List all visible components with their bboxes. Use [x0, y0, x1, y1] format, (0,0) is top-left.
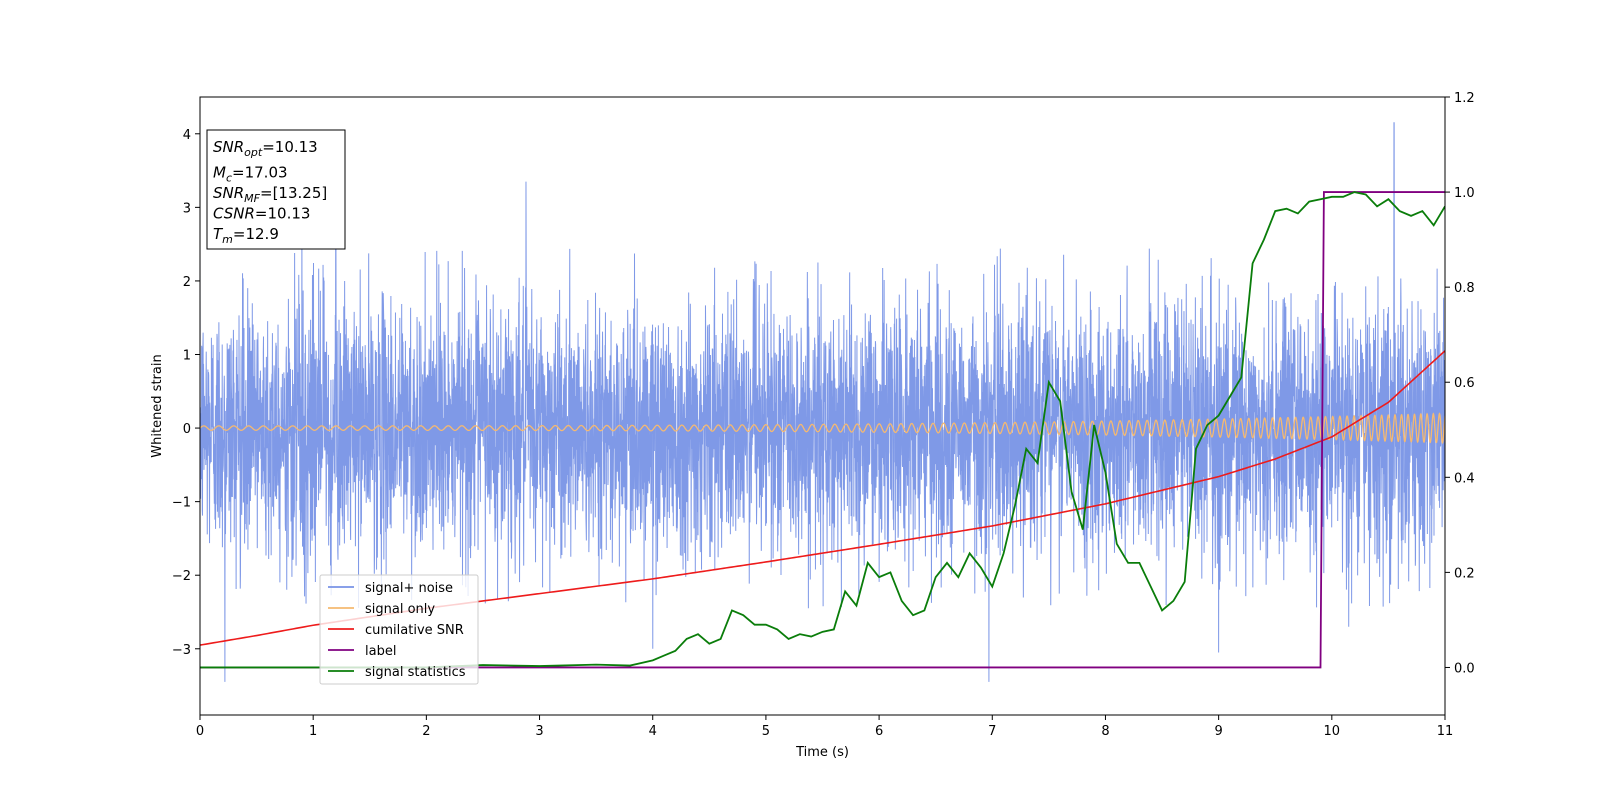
x-tick-label: 7 [988, 724, 996, 739]
annotation-symbol: T [213, 225, 224, 243]
annotation-subscript: c [226, 172, 232, 185]
x-tick-label: 2 [422, 724, 430, 739]
y-left-tick-label: −3 [172, 643, 191, 658]
annotation-symbol: CSNR [213, 205, 255, 223]
x-tick-label: 10 [1324, 724, 1341, 739]
x-tick-label: 5 [762, 724, 770, 739]
y-left-tick-label: 2 [183, 275, 191, 290]
y-right-tick-label: 0.2 [1454, 566, 1475, 581]
series-signal-statistics-line [200, 191, 1445, 669]
annotation-line: Tm=12.9 [213, 225, 279, 246]
legend-box [319, 574, 479, 685]
annotation-value: =10.13 [255, 205, 311, 223]
annotation-symbol: SNR [213, 184, 244, 202]
series-signal-noise-line [200, 122, 1445, 682]
x-tick-label: 0 [196, 724, 204, 739]
annotation-line: CSNR=10.13 [213, 205, 310, 223]
y-left-tick-label: −2 [172, 569, 191, 584]
legend-label: label [365, 644, 396, 659]
legend: signal+ noise signal only cumilative SNR la… [319, 574, 479, 685]
annotation-subscript: m [222, 233, 233, 246]
y-right-tick-label: 0.4 [1454, 471, 1475, 486]
annotation-line: Mc=17.03 [213, 164, 288, 185]
legend-label: cumilative SNR [365, 623, 464, 638]
x-tick-label: 3 [535, 724, 543, 739]
annotation-line: SNRopt=10.13 [213, 138, 318, 159]
y-left-tick-label: 3 [183, 201, 191, 216]
series-label-line [200, 191, 1445, 669]
y-right-tick-label: 0.0 [1454, 661, 1475, 676]
x-tick-label: 9 [1214, 724, 1222, 739]
y-left-tick-label: 0 [183, 422, 191, 437]
y-left-tick-label: −1 [172, 496, 191, 511]
axes: 0 1 2 3 4 5 6 7 8 9 10 11 −3 −2 −1 0 1 2 3 4 0.0 0.2 0.4 0.6 0.8… [150, 91, 1475, 760]
y-right-tick-label: 1.2 [1454, 91, 1475, 106]
x-tick-label: 1 [309, 724, 317, 739]
annotation-symbol: SNR [213, 138, 244, 156]
annotation-symbol: M [213, 164, 226, 182]
y-right-tick-label: 1.0 [1454, 186, 1475, 201]
annotation-subscript: MF [244, 192, 260, 205]
annotation-value: =10.13 [262, 138, 318, 156]
x-axis-label: Time (s) [795, 745, 849, 760]
legend-label: signal statistics [365, 665, 466, 680]
annotation-value: =[13.25] [260, 184, 327, 202]
x-tick-label: 4 [649, 724, 657, 739]
y-left-tick-label: 1 [183, 349, 191, 364]
y-left-tick-label: 4 [183, 128, 191, 143]
x-tick-label: 6 [875, 724, 883, 739]
annotation-subscript: opt [244, 146, 263, 159]
y-right-tick-label: 0.6 [1454, 376, 1475, 391]
annotation-box [206, 129, 346, 250]
legend-label: signal only [365, 602, 435, 617]
y-right-tick-label: 0.8 [1454, 281, 1475, 296]
legend-label: signal+ noise [365, 581, 453, 596]
axes-frame [199, 96, 1446, 716]
x-tick-label: 8 [1101, 724, 1109, 739]
y-axis-label: Whitened strain [150, 354, 165, 457]
annotation-line: SNRMF=[13.25] [213, 184, 327, 205]
series-signal-only-line [200, 412, 1445, 445]
annotation-value: =17.03 [232, 164, 288, 182]
stats-annotation: SNRopt=10.13Mc=17.03SNRMF=[13.25]CSNR=10… [206, 129, 346, 250]
x-tick-label: 11 [1437, 724, 1454, 739]
annotation-value: =12.9 [233, 225, 279, 243]
